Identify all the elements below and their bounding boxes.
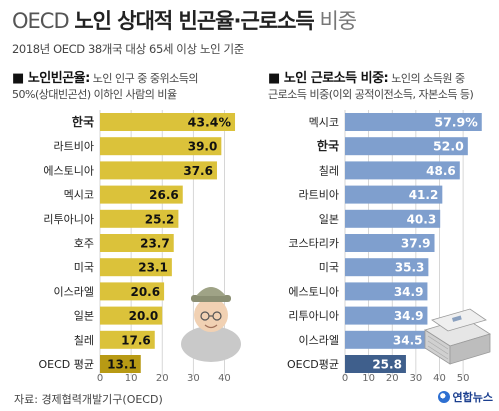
- category-label: 이스라엘: [54, 285, 94, 298]
- bar: [345, 137, 468, 156]
- bar: [100, 306, 163, 325]
- x-tick-label: 50: [457, 373, 470, 384]
- bar: [345, 355, 406, 373]
- money-stack-icon: [424, 308, 491, 365]
- bar: [100, 355, 141, 373]
- category-label: 리투아니아: [288, 310, 339, 323]
- bar: [100, 185, 183, 204]
- data-label: 39.0: [188, 140, 218, 154]
- category-label: 리투아니아: [43, 213, 94, 226]
- bar: [345, 306, 428, 325]
- x-tick-label: 40: [218, 373, 231, 384]
- data-label: 20.0: [129, 309, 159, 323]
- bar: [345, 113, 482, 131]
- data-label: 37.9: [401, 237, 431, 251]
- category-label: 멕시코: [64, 189, 94, 202]
- data-label: 34.5: [393, 333, 423, 347]
- logo-icon: [437, 391, 450, 403]
- data-label: 23.1: [138, 261, 168, 275]
- subtitle: 2018년 OECD 38개국 대상 65세 이상 노인 기준: [12, 42, 244, 56]
- bar: [100, 258, 172, 277]
- bar: [100, 113, 236, 131]
- category-label: 칠레: [319, 164, 339, 177]
- publisher-logo: 연합뉴스: [437, 389, 493, 405]
- category-label: 라트비아: [54, 140, 94, 153]
- data-label: 34.9: [394, 309, 424, 323]
- data-label: 34.9: [394, 285, 424, 299]
- bar: [100, 137, 222, 156]
- category-label: 코스타리카: [288, 237, 339, 250]
- x-tick-label: 20: [156, 373, 169, 384]
- category-label: OECD 평균: [39, 358, 95, 371]
- data-label: 26.6: [149, 188, 179, 202]
- category-label: 멕시코: [309, 116, 339, 129]
- page-title: OECD 노인 상대적 빈곤율·근로소득 비중: [12, 9, 357, 33]
- x-tick-label: 20: [386, 373, 399, 384]
- category-label: 이스라엘: [299, 334, 339, 347]
- bar: [345, 258, 429, 277]
- data-label: 57.9%: [434, 115, 478, 130]
- data-label: 40.3: [407, 212, 437, 226]
- x-tick-label: 10: [362, 373, 375, 384]
- bar: [345, 330, 427, 349]
- data-label: 25.8: [372, 358, 402, 372]
- data-label: 13.1: [107, 358, 137, 372]
- bar: [345, 209, 441, 228]
- data-label: 48.6: [426, 164, 456, 178]
- x-tick-label: 30: [187, 373, 200, 384]
- data-label: 17.6: [121, 333, 151, 347]
- data-label: 41.2: [409, 188, 439, 202]
- data-label: 20.6: [130, 285, 160, 299]
- title-main: 노인 상대적 빈곤율·근로소득: [74, 9, 314, 33]
- right-panel-heading: ■ 노인 근로소득 비중: 노인의 소득원 중 근로소득 비중(이외 공적이전소…: [268, 71, 474, 101]
- x-tick-label: 10: [125, 373, 138, 384]
- category-label: 한국: [72, 114, 94, 129]
- category-label: OECD평균: [287, 358, 339, 371]
- category-label: 라트비아: [299, 189, 339, 202]
- bar: [100, 282, 165, 301]
- x-tick-label: 30: [409, 373, 422, 384]
- category-label: 미국: [319, 261, 339, 274]
- bar: [345, 282, 428, 301]
- elder-illustration-icon: [181, 287, 241, 362]
- bar: [100, 330, 155, 349]
- category-label: 에스토니아: [43, 164, 94, 177]
- bar: [100, 209, 179, 228]
- category-label: 호주: [74, 237, 94, 250]
- bar: [345, 185, 443, 204]
- data-label: 25.2: [145, 212, 175, 226]
- bar: [345, 161, 460, 180]
- data-label: 35.3: [395, 261, 425, 275]
- x-tick-label: 40: [433, 373, 446, 384]
- data-label: 37.6: [183, 164, 213, 178]
- category-label: 칠레: [74, 334, 94, 347]
- bar: [100, 234, 174, 252]
- chart-1: 0 10 20 30 40 한국 43.4% 라트비아 39.0 에스토니아 37.6 멕시코 26.6…: [39, 110, 236, 384]
- data-label: 43.4%: [188, 115, 232, 130]
- chart-2: 0 10 20 30 40 50 멕시코 57.9% 한국 52.0 칠레 48.6 라트비아 41.2 일…: [287, 110, 482, 384]
- category-label: 미국: [74, 261, 94, 274]
- category-label: 에스토니아: [288, 285, 339, 298]
- x-tick-label: 0: [97, 373, 103, 384]
- bar: [100, 161, 217, 180]
- x-tick-label: 0: [342, 373, 348, 384]
- category-label: 한국: [317, 138, 339, 153]
- data-label: 52.0: [433, 139, 464, 154]
- bar: [345, 234, 435, 252]
- data-label: 23.7: [140, 237, 170, 251]
- left-panel-heading: ■ 노인빈곤율: 노인 인구 중 중위소득의 50%(상대빈곤선) 이하인 사람…: [12, 71, 199, 101]
- source-note: 자료: 경제협력개발기구(OECD): [14, 393, 163, 406]
- category-label: 일본: [74, 309, 94, 323]
- category-label: 일본: [319, 212, 339, 226]
